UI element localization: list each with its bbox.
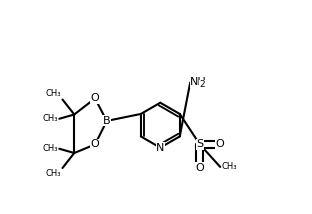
Text: O: O bbox=[196, 163, 204, 173]
Text: CH₃: CH₃ bbox=[43, 144, 58, 153]
Text: 2: 2 bbox=[199, 80, 205, 89]
Text: O: O bbox=[90, 140, 100, 149]
Text: B: B bbox=[103, 116, 110, 126]
Text: O: O bbox=[216, 140, 225, 149]
Text: CH₃: CH₃ bbox=[46, 89, 61, 98]
Text: N: N bbox=[156, 143, 164, 153]
Text: CH₃: CH₃ bbox=[46, 169, 61, 178]
Text: CH₃: CH₃ bbox=[43, 114, 58, 123]
Text: NH: NH bbox=[190, 77, 207, 87]
Text: S: S bbox=[196, 140, 203, 149]
Text: CH₃: CH₃ bbox=[222, 162, 237, 171]
Text: O: O bbox=[90, 94, 100, 103]
